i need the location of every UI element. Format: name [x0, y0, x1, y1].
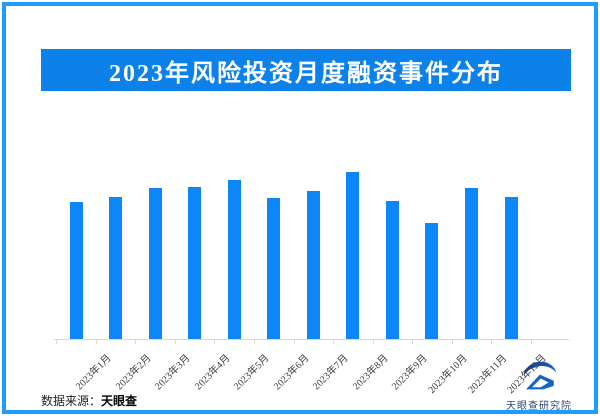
x-axis-tick	[174, 340, 176, 344]
chart-bar-2023年12月	[504, 197, 518, 339]
x-axis-tick	[530, 340, 532, 344]
x-axis-tick	[412, 340, 414, 344]
chart-bar-2023年2月	[109, 197, 123, 339]
chart-bar-2023年9月	[385, 201, 399, 339]
x-axis-tick	[95, 340, 97, 344]
x-axis-line	[54, 339, 569, 340]
chart-bar-2023年11月	[465, 188, 478, 339]
x-axis-tick	[333, 340, 335, 344]
x-axis-label: 2023年4月	[192, 352, 233, 393]
tianyancha-eye-logo-icon	[523, 361, 557, 390]
chart-title: 2023年风险投资月度融资事件分布	[109, 60, 503, 87]
x-axis-label: 2023年1月	[74, 352, 114, 393]
x-axis-tick	[214, 340, 216, 344]
chart-bar-2023年8月	[346, 172, 360, 339]
title-banner: 2023年风险投资月度融资事件分布	[41, 49, 571, 91]
x-axis-label: 2023年6月	[271, 352, 312, 393]
chart-bar-2023年5月	[227, 180, 241, 339]
x-axis-tick	[135, 340, 137, 344]
chart-bar-2023年10月	[425, 223, 439, 339]
x-axis-label: 2023年2月	[113, 352, 154, 393]
chart-bar-2023年7月	[306, 191, 320, 339]
x-axis-label: 2023年3月	[153, 352, 193, 393]
x-axis-label: 2023年7月	[311, 352, 351, 393]
x-axis-tick	[293, 340, 295, 344]
data-source-name: 天眼查	[101, 394, 138, 408]
x-axis-label: 2023年8月	[350, 352, 391, 393]
x-axis-label: 2023年10月	[426, 352, 470, 396]
x-axis-tick	[451, 340, 453, 344]
data-source-label: 数据来源：	[41, 394, 102, 408]
x-axis-tick	[56, 340, 58, 344]
data-source: 数据来源：天眼查	[41, 392, 137, 409]
x-axis-label: 2023年5月	[232, 352, 272, 393]
brand-logo: 天眼查研究院	[496, 359, 582, 412]
chart-bar-2023年6月	[267, 198, 281, 339]
bar-chart: 2023年1月 2023年2月 2023年3月 2023年4月 2023年5月 2023年…	[6, 6, 600, 416]
chart-bar-2023年1月	[69, 202, 83, 339]
x-axis-tick	[491, 340, 493, 344]
x-axis-tick	[372, 340, 374, 344]
brand-logo-text: 天眼查研究院	[506, 401, 572, 412]
x-axis-tick	[253, 340, 255, 344]
chart-bar-2023年4月	[188, 187, 202, 339]
chart-bar-2023年3月	[148, 188, 162, 339]
